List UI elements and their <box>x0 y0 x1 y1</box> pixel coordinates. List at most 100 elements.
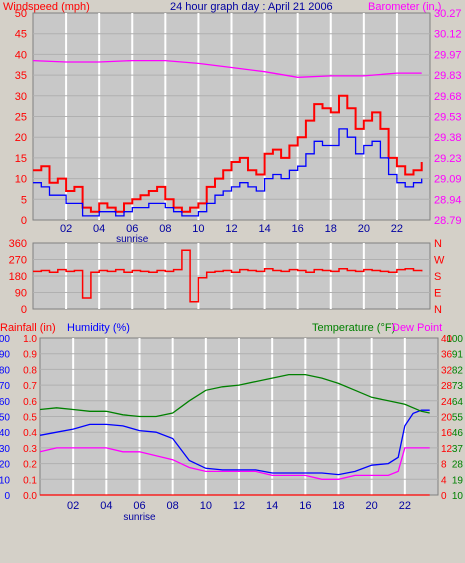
x-tick: 20 <box>358 223 370 235</box>
direction-tick: 360 <box>9 238 27 250</box>
direction-tick: 270 <box>9 255 27 267</box>
rainfall-tick: 0.0 <box>23 491 37 502</box>
dewpoint-tick: 16 <box>441 428 453 439</box>
barometer-tick: 28.94 <box>434 194 462 206</box>
humidity-tick: 50 <box>0 413 10 424</box>
temperature-line <box>39 373 430 418</box>
compass-tick: S <box>434 271 441 283</box>
dewpoint-tick: 0 <box>441 491 447 502</box>
humidity-tick: 100 <box>0 334 10 345</box>
temperature-tick: 91 <box>452 350 464 361</box>
windspeed-tick: 0 <box>21 215 27 227</box>
x-tick: 20 <box>366 500 378 512</box>
x-tick: 14 <box>258 223 270 235</box>
rainfall-tick: 0.3 <box>23 444 37 455</box>
x-tick: 10 <box>200 500 212 512</box>
rainfall-tick: 0.6 <box>23 397 37 408</box>
windspeed-tick: 20 <box>15 132 27 144</box>
temperature-axis-label: Temperature (°F) <box>312 322 395 334</box>
rainfall-tick: 0.5 <box>23 413 37 424</box>
windspeed-tick: 35 <box>15 70 27 82</box>
dewpoint-tick: 40 <box>441 334 453 345</box>
rainfall-axis-label: Rainfall (in) <box>0 322 56 334</box>
humidity-tick: 0 <box>4 491 10 502</box>
rainfall-tick: 0.7 <box>23 381 37 392</box>
dewpoint-axis-label: Dew Point <box>392 322 442 334</box>
rainfall-tick: 0.8 <box>23 365 37 376</box>
dewpoint-line <box>39 447 430 480</box>
temperature-tick: 37 <box>452 444 464 455</box>
dewpoint-tick: 36 <box>441 350 453 361</box>
rainfall-tick: 0.4 <box>23 428 37 439</box>
dewpoint-tick: 24 <box>441 397 453 408</box>
temperature-tick: 82 <box>452 365 464 376</box>
dewpoint-tick: 32 <box>441 365 453 376</box>
humidity-tick: 80 <box>0 365 10 376</box>
humidity-tick: 20 <box>0 460 10 471</box>
sunrise-label: sunrise <box>116 234 149 245</box>
windspeed-axis-label: Windspeed (mph) <box>3 1 90 13</box>
direction-tick: 0 <box>21 304 27 316</box>
wind-panel: Windspeed (mph) 24 hour graph day : Apri… <box>0 0 465 245</box>
dewpoint-tick: 8 <box>441 460 447 471</box>
windspeed-tick: 40 <box>15 49 27 61</box>
temperature-tick: 19 <box>452 475 464 486</box>
x-tick: 12 <box>233 500 245 512</box>
x-tick: 18 <box>325 223 337 235</box>
barometer-tick: 29.97 <box>434 49 462 61</box>
windspeed-tick: 10 <box>15 174 27 186</box>
barometer-line <box>32 59 422 78</box>
x-tick: 04 <box>100 500 112 512</box>
humidity-tick: 60 <box>0 397 10 408</box>
humidity-tick: 10 <box>0 475 10 486</box>
barometer-tick: 29.38 <box>434 132 462 144</box>
barometer-tick: 29.53 <box>434 112 462 124</box>
compass-tick: N <box>434 304 442 316</box>
x-tick: 06 <box>126 223 138 235</box>
barometer-tick: 29.09 <box>434 174 462 186</box>
direction-tick: 180 <box>9 271 27 283</box>
x-tick: 16 <box>292 223 304 235</box>
x-tick: 22 <box>399 500 411 512</box>
windspeed-tick: 50 <box>15 8 27 20</box>
dewpoint-tick: 20 <box>441 413 453 424</box>
humidity-tick: 90 <box>0 350 10 361</box>
dewpoint-tick: 12 <box>441 444 453 455</box>
x-tick: 08 <box>167 500 179 512</box>
x-tick: 14 <box>266 500 278 512</box>
dewpoint-tick: 28 <box>441 381 453 392</box>
barometer-tick: 29.23 <box>434 153 462 165</box>
compass-tick: E <box>434 288 441 300</box>
barometer-tick: 28.79 <box>434 215 462 227</box>
x-tick: 08 <box>159 223 171 235</box>
temperature-tick: 73 <box>452 381 464 392</box>
rainfall-tick: 0.2 <box>23 460 37 471</box>
compass-tick: W <box>434 255 445 267</box>
temperature-tick: 100 <box>446 334 463 345</box>
rainfall-tick: 0.1 <box>23 475 37 486</box>
windspeed-tick: 5 <box>21 194 27 206</box>
x-tick: 04 <box>93 223 105 235</box>
windspeed-tick: 25 <box>15 112 27 124</box>
barometer-axis-label: Barometer (in.) <box>368 1 441 13</box>
windspeed-tick: 45 <box>15 29 27 41</box>
temperature-tick: 64 <box>452 397 464 408</box>
compass-tick: N <box>434 238 442 250</box>
temperature-tick: 10 <box>452 491 464 502</box>
barometer-tick: 30.27 <box>434 8 462 20</box>
barometer-tick: 29.83 <box>434 70 462 82</box>
wind-average-line <box>33 128 423 217</box>
x-tick: 02 <box>67 500 79 512</box>
humidity-line <box>39 409 430 476</box>
windspeed-line <box>33 94 423 213</box>
wind-direction-line <box>33 249 423 303</box>
rainfall-tick: 0.9 <box>23 350 37 361</box>
humidity-axis-label: Humidity (%) <box>67 322 130 334</box>
x-tick: 12 <box>225 223 237 235</box>
x-tick: 16 <box>299 500 311 512</box>
humidity-tick: 70 <box>0 381 10 392</box>
temperature-tick: 46 <box>452 428 464 439</box>
